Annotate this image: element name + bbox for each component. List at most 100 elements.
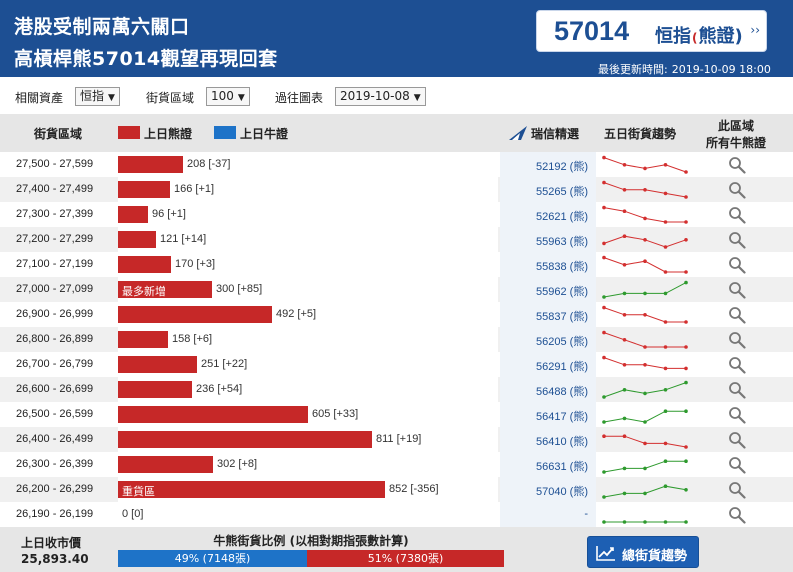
magnifier-icon[interactable] <box>728 331 746 349</box>
warrant-link[interactable]: 56410 (熊) <box>536 436 588 448</box>
total-trend-button[interactable]: 總街貨趨勢 <box>587 536 699 568</box>
sparkline-point <box>663 270 668 274</box>
table-row: 27,500 - 27,599 208 [-37] 52192 (熊) <box>0 152 793 177</box>
magnifier-icon[interactable] <box>728 456 746 474</box>
warrant-link[interactable]: 56291 (熊) <box>536 361 588 373</box>
warrant-link[interactable]: 55963 (熊) <box>536 236 588 248</box>
warrant-link[interactable]: 55265 (熊) <box>536 186 588 198</box>
warrant-link[interactable]: 55838 (熊) <box>536 261 588 273</box>
warrant-cell: 55837 (熊) <box>500 302 596 327</box>
bar-tag: 最多新增 <box>122 285 166 298</box>
magnifier-icon[interactable] <box>728 181 746 199</box>
warrant-cell: 55962 (熊) <box>500 277 596 302</box>
trend-sparkline <box>602 280 688 299</box>
sparkline-point <box>602 434 606 438</box>
magnifier-icon[interactable] <box>728 406 746 424</box>
table-row: 26,600 - 26,699 236 [+54] 56488 (熊) <box>0 377 793 402</box>
table-header: 街貨區域 上日熊證 上日牛證 瑞信精選 五日街貨趨勢 此區域 所有牛熊證 <box>0 114 793 152</box>
zone-select[interactable]: 100 ▼ <box>206 87 250 106</box>
magnifier-icon[interactable] <box>728 256 746 274</box>
warrant-link[interactable]: 52192 (熊) <box>536 161 588 173</box>
warrant-cell: 55963 (熊) <box>500 227 596 252</box>
zone-range: 27,100 - 27,199 <box>16 258 94 270</box>
bar-value: 158 [+6] <box>172 333 213 345</box>
warrant-link[interactable]: 52621 (熊) <box>536 211 588 223</box>
bar-value: 166 [+1] <box>174 183 215 195</box>
sparkline-point <box>622 416 627 421</box>
close-price-value: 25,893.40 <box>21 552 89 566</box>
asset-select[interactable]: 恒指 ▼ <box>75 87 120 106</box>
magnifier-icon[interactable] <box>728 381 746 399</box>
trend-sparkline <box>602 205 688 224</box>
table-row: 26,190 - 26,199 0 [0] - <box>0 502 793 527</box>
warrant-link[interactable]: 56631 (熊) <box>536 461 588 473</box>
warrant-link[interactable]: 56205 (熊) <box>536 336 588 348</box>
zone-range: 26,600 - 26,699 <box>16 383 94 395</box>
sparkline-point <box>602 241 606 246</box>
past-chart-select[interactable]: 2019-10-08 ▼ <box>335 87 426 106</box>
magnifier-icon[interactable] <box>728 356 746 374</box>
sparkline-point <box>622 263 627 267</box>
table-row: 26,300 - 26,399 302 [+8] 56631 (熊) <box>0 452 793 477</box>
magnifier-icon[interactable] <box>728 281 746 299</box>
warrant-cell: 56417 (熊) <box>500 402 596 427</box>
table-row: 26,700 - 26,799 251 [+22] 56291 (熊) <box>0 352 793 377</box>
magnifier-icon[interactable] <box>728 431 746 449</box>
sparkline-point <box>643 313 647 317</box>
bar-value: 208 [-37] <box>187 158 231 170</box>
header-banner: 港股受制兩萬六關口 高槓桿熊57014觀望再現回套 57014 恒指(熊證) ›… <box>0 0 793 77</box>
sparkline-point <box>643 259 647 263</box>
bear-bar <box>118 356 197 373</box>
magnifier-icon[interactable] <box>728 306 746 324</box>
zone-range: 26,200 - 26,299 <box>16 483 94 495</box>
warrant-link[interactable]: 56417 (熊) <box>536 411 588 423</box>
sparkline-point <box>602 330 606 335</box>
warrant-cell: 56205 (熊) <box>500 327 596 352</box>
sparkline-point <box>622 520 627 524</box>
warrant-link[interactable]: 55962 (熊) <box>536 286 588 298</box>
sparkline-point <box>643 363 647 367</box>
sparkline-point <box>684 195 688 199</box>
bear-bar: 重貨區 <box>118 481 385 498</box>
trend-sparkline <box>602 305 688 324</box>
zone-range: 26,700 - 26,799 <box>16 358 94 370</box>
bar-value: 300 [+85] <box>216 283 263 295</box>
bar-value: 251 [+22] <box>201 358 248 370</box>
sparkline-point <box>622 338 627 342</box>
magnifier-icon[interactable] <box>728 506 746 524</box>
zone-range: 26,300 - 26,399 <box>16 458 94 470</box>
table-row: 27,300 - 27,399 96 [+1] 52621 (熊) <box>0 202 793 227</box>
sparkline-point <box>602 470 606 474</box>
warrant-cell: 56410 (熊) <box>500 427 596 452</box>
warrant-cell: 55838 (熊) <box>500 252 596 277</box>
zone-table: 27,500 - 27,599 208 [-37] 52192 (熊) 27,400 … <box>0 152 793 527</box>
warrant-link[interactable]: 56488 (熊) <box>536 386 588 398</box>
sparkline-point <box>622 291 627 296</box>
zone-range: 26,400 - 26,499 <box>16 433 94 445</box>
trend-sparkline <box>602 409 688 424</box>
magnifier-icon[interactable] <box>728 231 746 249</box>
sparkline-point <box>684 270 688 274</box>
magnifier-icon[interactable] <box>728 206 746 224</box>
sparkline-point <box>643 420 647 424</box>
bar-cell: 166 [+1] <box>118 177 498 202</box>
bear-bar <box>118 331 168 348</box>
warrant-link[interactable]: 57040 (熊) <box>536 486 588 498</box>
magnifier-icon[interactable] <box>728 481 746 499</box>
table-row: 26,500 - 26,599 605 [+33] 56417 (熊) <box>0 402 793 427</box>
magnifier-icon[interactable] <box>728 156 746 174</box>
sparkline-point <box>663 441 668 446</box>
warrant-code-button[interactable]: 57014 恒指(熊證) ›› <box>536 10 767 52</box>
warrant-cell: - <box>500 502 596 527</box>
bear-bar <box>118 306 272 323</box>
bar-value: 121 [+14] <box>160 233 207 245</box>
sparkline-point <box>663 484 668 488</box>
warrant-cell: 56631 (熊) <box>500 452 596 477</box>
table-row: 26,200 - 26,299 重貨區 852 [-356] 57040 (熊) <box>0 477 793 502</box>
bear-ratio-segment: 51% (7380張) <box>307 550 504 567</box>
bear-legend-swatch <box>118 126 140 139</box>
sparkline-point <box>684 409 688 413</box>
warrant-link[interactable]: 55837 (熊) <box>536 311 588 323</box>
sparkline-point <box>663 220 668 224</box>
bar-cell: 121 [+14] <box>118 227 498 252</box>
